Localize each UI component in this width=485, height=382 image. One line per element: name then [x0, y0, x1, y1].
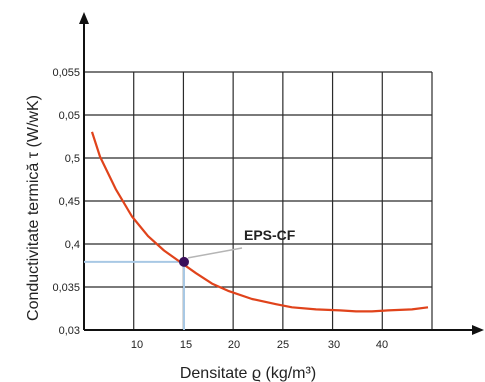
x-tick-label: 10 — [131, 339, 143, 351]
x-tick-label: 30 — [328, 339, 340, 351]
y-tick-label: 0,035 — [52, 282, 80, 294]
annotation-label: EPS-CF — [244, 227, 296, 243]
axes — [79, 12, 484, 335]
y-tick-label: 0,055 — [52, 67, 80, 79]
y-tick-label: 0,03 — [59, 325, 80, 337]
grid — [83, 71, 433, 331]
x-axis-arrow — [472, 325, 484, 335]
x-tick-label: 15 — [180, 339, 192, 351]
x-axis-title: Densitate ϱ (kg/m³) — [180, 365, 316, 382]
annotations: EPS-CF — [179, 227, 296, 267]
series-layer — [90, 131, 429, 313]
annotation-leader-line — [187, 247, 243, 259]
y-tick-label: 0,05 — [59, 110, 80, 122]
x-tick-label: 25 — [277, 339, 289, 351]
y-tick-label: 0,5 — [65, 153, 80, 165]
data-point-marker — [179, 256, 189, 267]
y-tick-label: 0,4 — [65, 239, 80, 251]
tick-labels: 10 15 20 25 30 40 0,055 0,05 0,5 0,45 0,4 0,035 0,03 — [52, 67, 388, 351]
y-tick-label: 0,45 — [59, 196, 80, 208]
x-tick-label: 40 — [376, 339, 388, 351]
y-axis-title: Conductivitate termică τ (W/wK) — [25, 95, 42, 321]
highlight-lines — [84, 260, 185, 330]
y-axis-arrow — [79, 12, 89, 24]
x-tick-label: 20 — [228, 339, 240, 351]
series-line-curve — [90, 131, 429, 313]
